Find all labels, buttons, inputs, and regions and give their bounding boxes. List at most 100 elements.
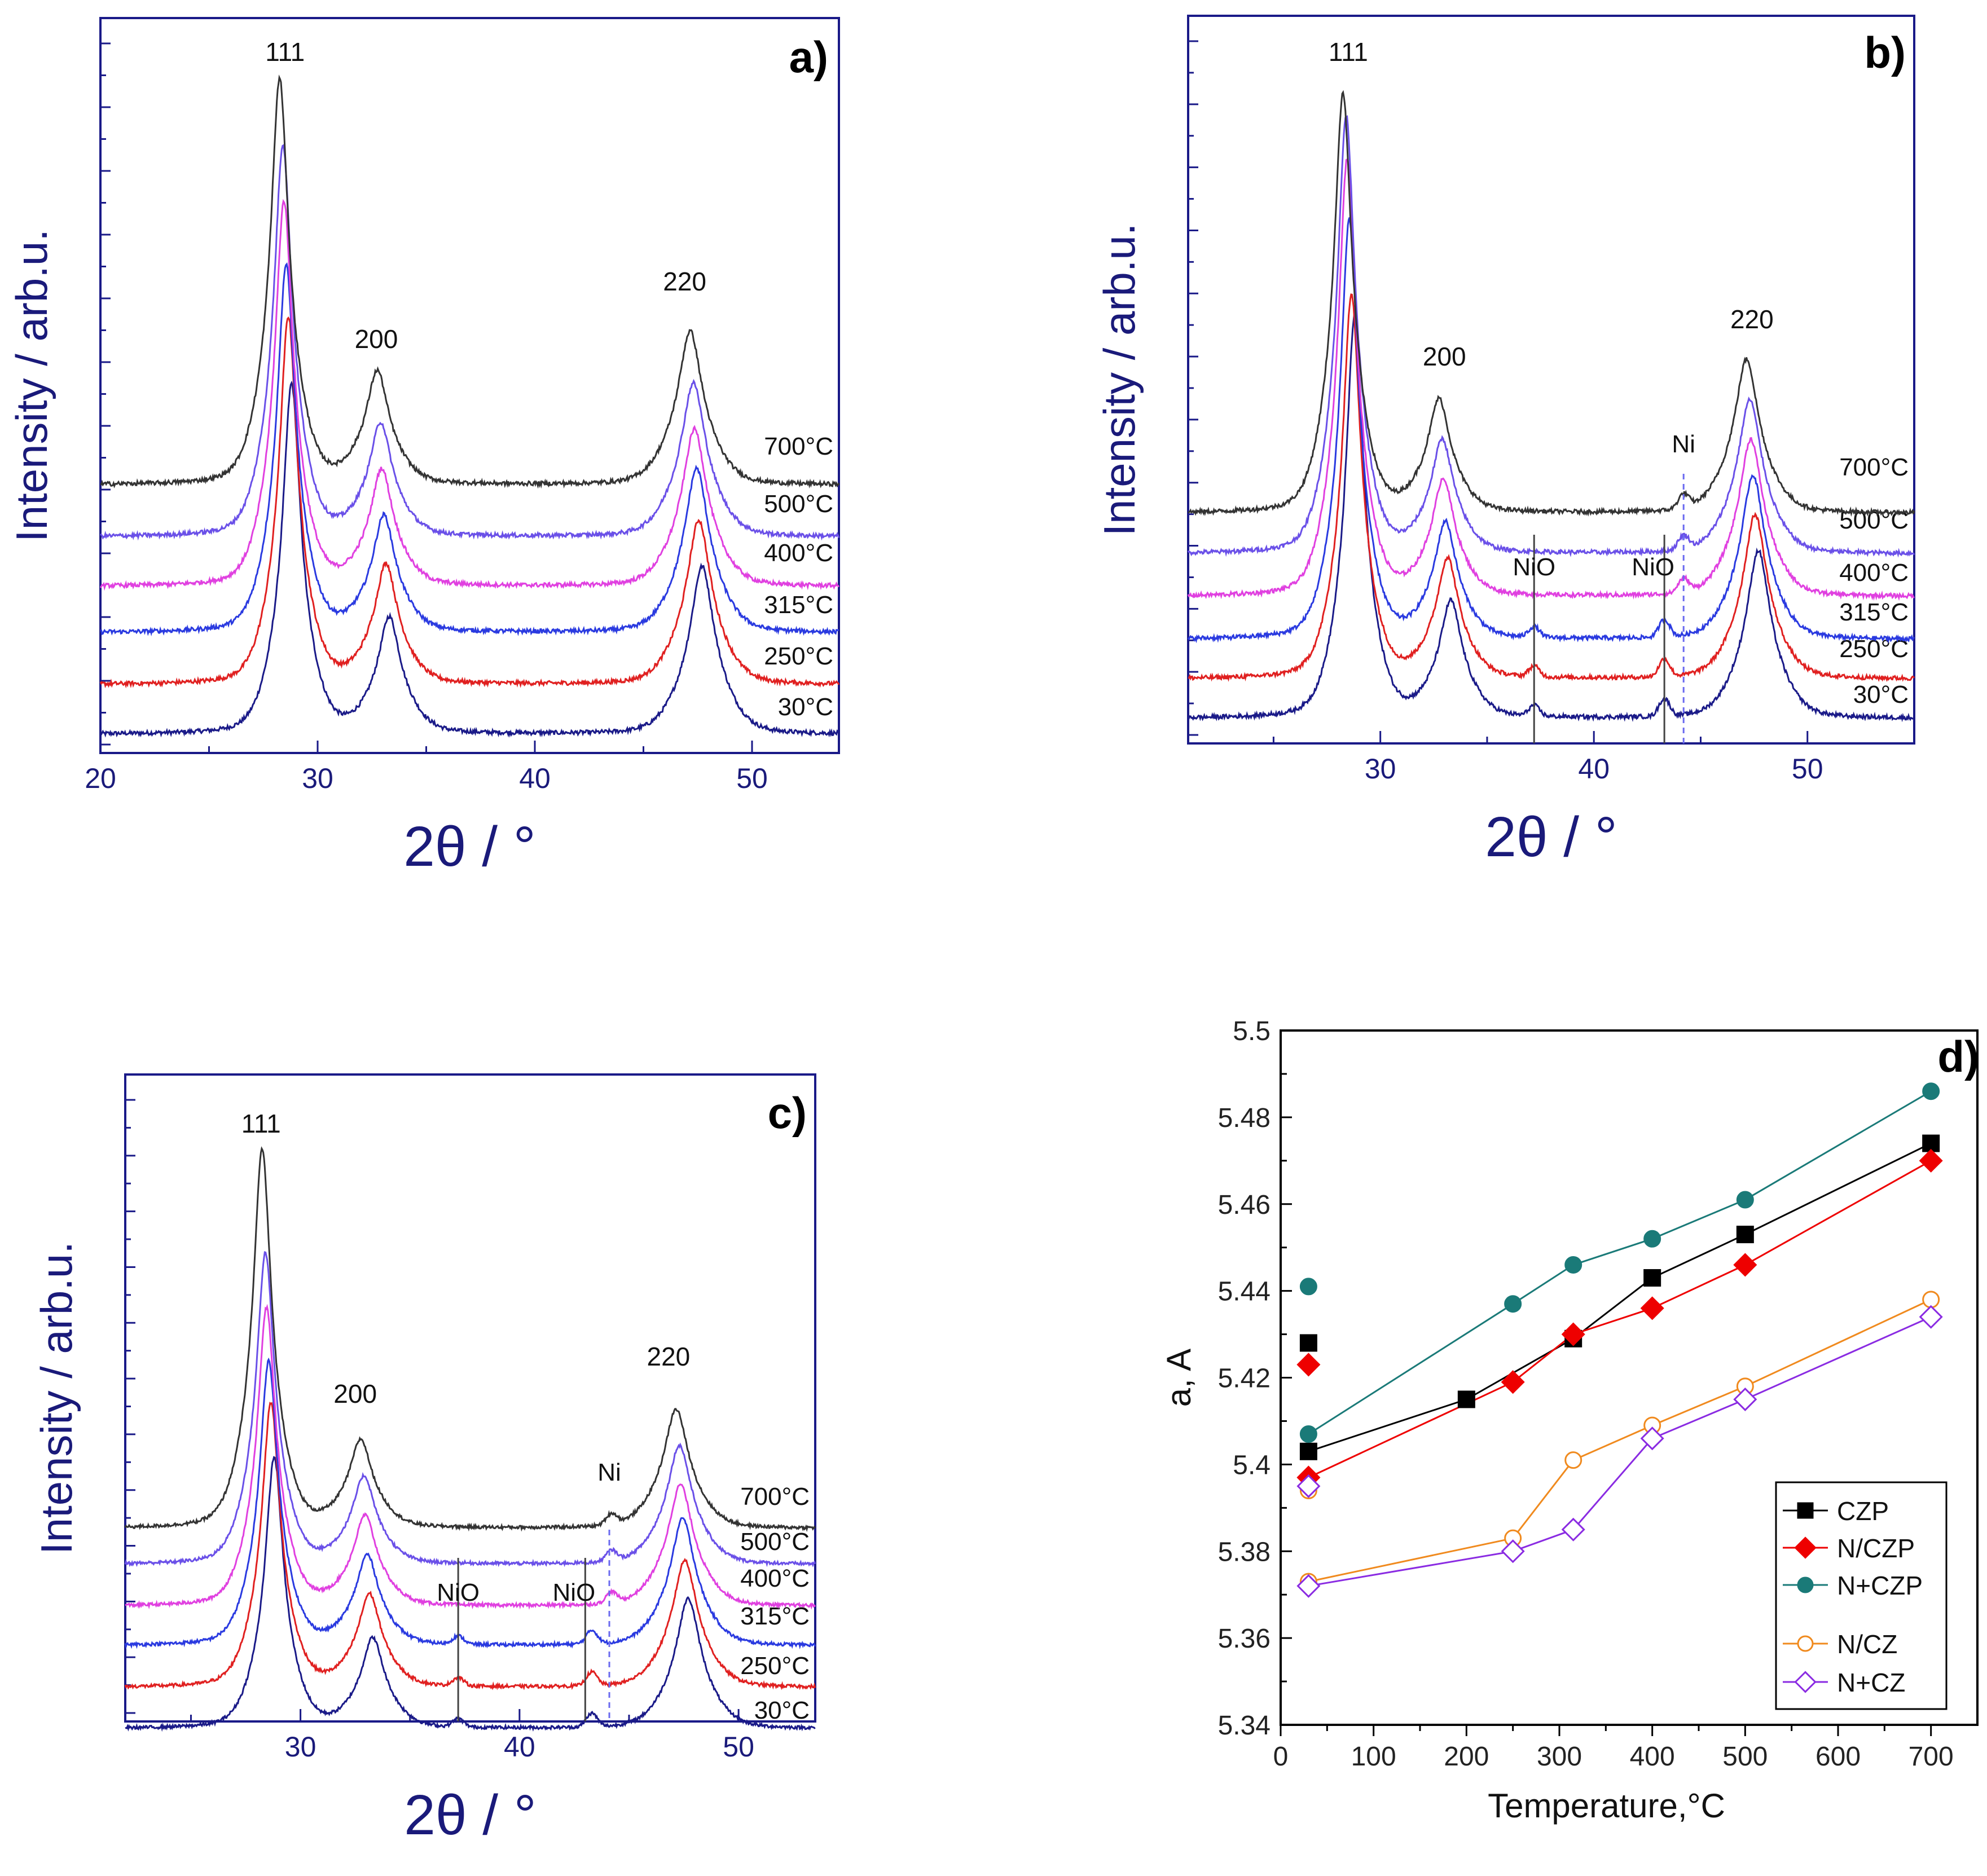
- data-point: [1797, 1635, 1814, 1652]
- data-point: [1299, 1442, 1317, 1460]
- curve-temperature-label: 30°C: [754, 1697, 810, 1724]
- x-tick-label: 100: [1351, 1742, 1396, 1772]
- xrd-curve: [124, 1146, 816, 1532]
- x-tick-label: 600: [1815, 1742, 1861, 1772]
- reflection-label: NiO: [437, 1579, 480, 1606]
- data-point: [1296, 1474, 1321, 1498]
- reflection-label: Ni: [597, 1459, 621, 1486]
- data-point: [1299, 1278, 1317, 1296]
- legend-label: N+CZ: [1837, 1668, 1905, 1697]
- series-line: [1308, 1160, 1932, 1478]
- data-point: [1564, 1256, 1582, 1274]
- panel-letter: d): [1937, 1032, 1979, 1081]
- curve-temperature-label: 250°C: [764, 642, 833, 670]
- data-point: [1736, 1191, 1754, 1209]
- data-point: [1296, 1353, 1321, 1377]
- y-tick-label: 5.42: [1218, 1364, 1271, 1394]
- xrd-curve: [1187, 115, 1915, 558]
- peak-index-label: 220: [663, 267, 706, 296]
- peak-index-label: 111: [241, 1109, 281, 1138]
- data-point: [1640, 1296, 1664, 1320]
- xrd-curve: [1187, 217, 1915, 644]
- y-axis-title: Intensity / arb.u.: [1094, 223, 1144, 536]
- x-tick-label: 40: [519, 763, 551, 794]
- curve-temperature-label: 30°C: [1853, 681, 1909, 708]
- xrd-curve: [125, 1456, 816, 1732]
- x-tick-label: 40: [504, 1731, 535, 1763]
- x-tick-label: 700: [1909, 1742, 1954, 1772]
- curve-temperature-label: 700°C: [740, 1483, 810, 1511]
- data-point: [1919, 1148, 1943, 1173]
- x-tick-label: 500: [1722, 1742, 1768, 1772]
- x-axis-title: 2θ / °: [403, 815, 536, 878]
- reflection-label: NiO: [552, 1579, 595, 1606]
- data-point: [1564, 1451, 1582, 1469]
- curve-temperature-label: 400°C: [1839, 559, 1909, 587]
- panel-letter: b): [1864, 28, 1906, 77]
- curve-temperature-label: 315°C: [1839, 598, 1909, 626]
- x-tick-label: 50: [723, 1731, 754, 1763]
- data-point: [1299, 1425, 1317, 1443]
- reflection-label: Ni: [1672, 430, 1695, 458]
- data-point: [1457, 1390, 1475, 1408]
- legend-box: [1775, 1481, 1948, 1710]
- series-line: [1308, 1090, 1932, 1435]
- xrd-curve: [100, 74, 840, 489]
- x-axis-title: Temperature,°C: [1488, 1787, 1725, 1825]
- curve-temperature-label: 700°C: [764, 433, 833, 460]
- y-tick-label: 5.38: [1218, 1537, 1271, 1567]
- x-tick-label: 50: [1792, 753, 1823, 785]
- xrd-curve: [1187, 313, 1915, 723]
- legend-label: N/CZP: [1837, 1534, 1915, 1563]
- peak-index-label: 111: [265, 37, 305, 67]
- panel-letter: c): [768, 1088, 807, 1138]
- data-point: [1794, 1536, 1817, 1559]
- xrd-curve: [1188, 293, 1915, 682]
- xrd-curve: [100, 262, 839, 637]
- lattice-panel: 5.34 5.36 5.38 5.4 5.42 5.44 5.46 5.48 5.5 0 100 20…: [1160, 1016, 1979, 1825]
- data-point: [1919, 1305, 1943, 1329]
- xrd-curve: [100, 144, 840, 541]
- data-point: [1922, 1134, 1940, 1152]
- y-tick-label: 5.48: [1218, 1103, 1271, 1133]
- y-axis-title: a, A: [1160, 1349, 1198, 1407]
- x-tick-label: 20: [85, 763, 116, 794]
- data-point: [1504, 1295, 1522, 1313]
- legend-label: N+CZP: [1837, 1571, 1923, 1600]
- plot-frame: [1187, 15, 1915, 745]
- data-point: [1922, 1082, 1940, 1100]
- y-tick-label: 5.44: [1218, 1277, 1271, 1307]
- y-tick-label: 5.46: [1218, 1190, 1271, 1220]
- curve-temperature-label: 250°C: [740, 1652, 810, 1680]
- x-tick-label: 40: [1578, 753, 1610, 785]
- x-axis-title: 2θ / °: [1485, 805, 1617, 869]
- x-tick-label: 400: [1630, 1742, 1675, 1772]
- data-point: [1643, 1230, 1661, 1248]
- curve-temperature-label: 400°C: [764, 539, 833, 567]
- xrd-curve: [124, 1357, 816, 1650]
- legend-label: N/CZ: [1837, 1630, 1897, 1659]
- y-tick-label: 5.36: [1218, 1624, 1271, 1654]
- xrd-panel-1: 20 30 40 50 30°C 250°C 315°C 400°C 500°C 700°C 111…: [7, 17, 840, 878]
- series-line: [1308, 1316, 1932, 1587]
- x-axis-title: 2θ / °: [404, 1783, 537, 1847]
- data-point: [1733, 1387, 1757, 1411]
- data-point: [1501, 1539, 1525, 1564]
- xrd-curve: [124, 1251, 816, 1567]
- data-point: [1794, 1671, 1817, 1693]
- peak-index-label: 200: [333, 1379, 377, 1408]
- data-point: [1797, 1576, 1814, 1593]
- x-tick-label: 30: [285, 1731, 316, 1763]
- panel-letter: a): [789, 32, 828, 82]
- curve-temperature-label: 500°C: [740, 1528, 810, 1556]
- x-tick-label: 50: [736, 763, 768, 794]
- curve-temperature-label: 30°C: [778, 693, 833, 721]
- data-point: [1501, 1370, 1525, 1394]
- x-tick-label: 30: [1365, 753, 1396, 785]
- x-tick-label: 200: [1444, 1742, 1489, 1772]
- plot-frame: [99, 17, 840, 754]
- data-point: [1736, 1226, 1754, 1244]
